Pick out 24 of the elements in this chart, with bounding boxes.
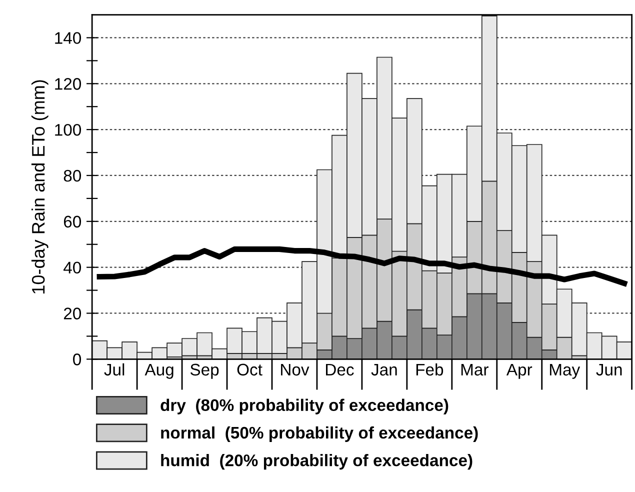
y-tick-label: 60 <box>64 216 82 228</box>
x-tick-label: Aug <box>144 364 174 379</box>
y-tick-label: 80 <box>64 170 82 182</box>
x-tick-label: Jun <box>596 364 622 376</box>
x-tick-label: Nov <box>281 364 310 376</box>
y-tick-label: 0 <box>73 354 82 366</box>
x-tick-label: Dec <box>326 364 354 376</box>
x-tick-label: Jul <box>104 363 124 376</box>
y-tick-label: 40 <box>64 262 82 274</box>
x-tick-label: Feb <box>416 363 444 376</box>
legend-label: normal (50% probability of exceedance) <box>161 426 478 442</box>
y-axis-title: 10-day Rain and ETo (mm) <box>31 80 48 294</box>
x-tick-label: Mar <box>461 364 488 376</box>
legend-label: dry (80% probability of exceedance) <box>160 398 448 414</box>
x-tick-label: Apr <box>506 364 532 379</box>
y-tick-label: 140 <box>55 32 82 44</box>
x-tick-label: May <box>550 364 580 379</box>
x-tick-label: Jan <box>371 364 397 376</box>
y-tick-label: 100 <box>55 124 82 136</box>
legend-label: humid (20% probability of exceedance) <box>161 454 472 470</box>
y-tick-label: 120 <box>55 78 82 90</box>
x-tick-label: Oct <box>237 364 262 376</box>
x-tick-label: Sep <box>190 364 219 379</box>
y-tick-label: 20 <box>64 308 82 320</box>
